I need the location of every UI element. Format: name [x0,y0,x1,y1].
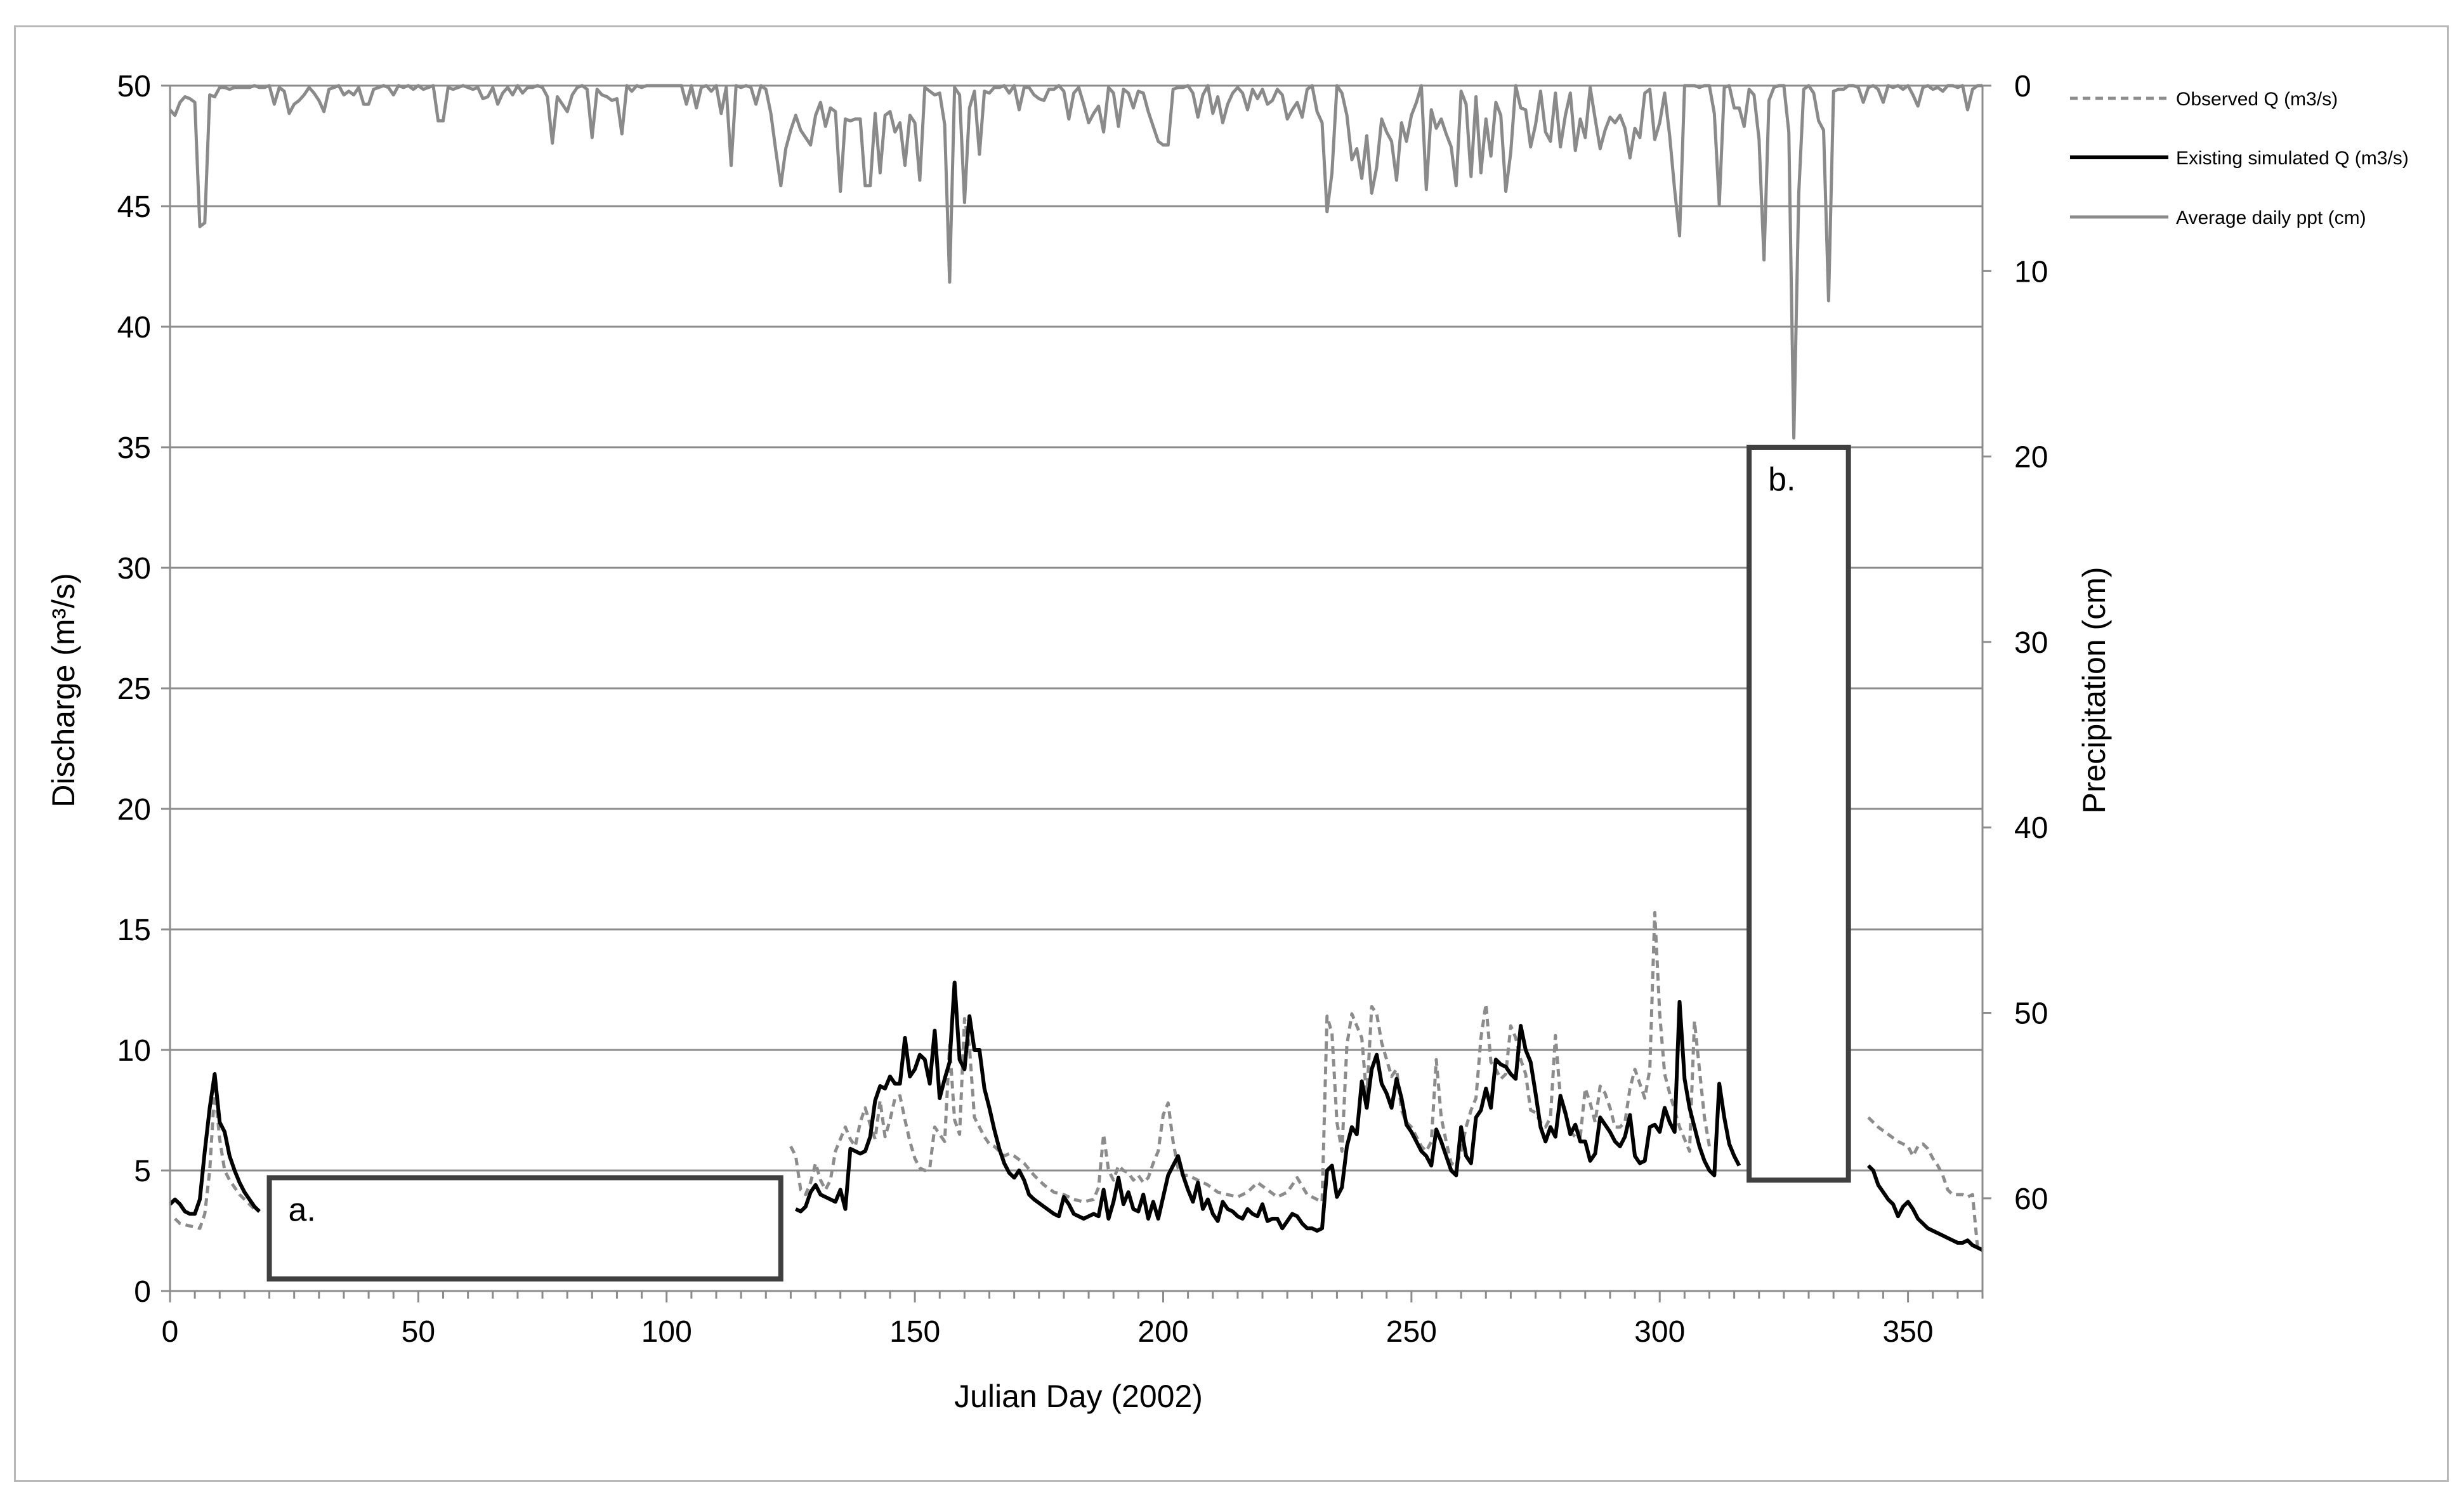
simulated-q-line [794,980,1741,1233]
x-axis-title: Julian Day (2002) [954,1379,1203,1414]
y-tick-label: 50 [117,70,151,103]
simulated-q-line [1866,1164,1984,1252]
simulated-q-line [168,1072,261,1216]
y-tick-label: 15 [117,914,151,947]
x-tick-label: 0 [162,1315,179,1349]
legend-label: Existing simulated Q (m3/s) [2176,148,2409,169]
y-tick-label: 40 [117,311,151,344]
y-tick-label: 0 [134,1275,151,1309]
legend-layer: Observed Q (m3/s) Existing simulated Q (m… [2070,89,2409,228]
grid-layer [170,84,1982,1292]
precipitation-line [169,84,1982,440]
x-tick-label: 300 [1634,1315,1685,1349]
annotation-label: a. [289,1191,316,1228]
x-tick-label: 100 [641,1315,692,1349]
y-tick-label: 35 [117,431,151,465]
axis-layer: 0 5 10 15 20 25 30 35 40 45 50 0 10 20 30 40 50 60 0 50 100 1… [117,70,2048,1349]
y-tick-label: 20 [117,793,151,827]
y2-tick-label: 20 [2014,441,2048,475]
series-layer [168,84,1984,1252]
y2-tick-label: 50 [2014,997,2048,1031]
y-axis-title: Discharge (m³/s) [46,573,81,807]
y-tick-label: 5 [134,1155,151,1188]
legend-label: Average daily ppt (cm) [2176,207,2366,228]
y2-tick-label: 0 [2014,70,2031,103]
annotation-label: b. [1768,461,1795,498]
y-tick-label: 45 [117,190,151,224]
x-tick-label: 250 [1386,1315,1437,1349]
x-tick-label: 200 [1137,1315,1188,1349]
y2-tick-label: 40 [2014,811,2048,845]
annotation-box [1746,445,1851,1183]
annotation-box [266,1175,783,1282]
observed-q-line [1867,1116,1979,1248]
y2-tick-label: 10 [2014,255,2048,289]
observed-q-line [174,1087,260,1230]
y-tick-label: 30 [117,552,151,586]
y2-tick-label: 30 [2014,626,2048,660]
y2-tick-label: 60 [2014,1183,2048,1216]
annotation-layer: a. b. [266,445,1851,1282]
x-tick-label: 50 [402,1315,435,1349]
y-tick-label: 25 [117,672,151,706]
y2-axis-title: Precipitation (cm) [2076,567,2112,814]
observed-q-line [789,910,1711,1203]
chart-frame [14,25,2449,1482]
x-tick-label: 350 [1883,1315,1934,1349]
x-tick-label: 150 [889,1315,940,1349]
y-tick-label: 10 [117,1034,151,1068]
legend-label: Observed Q (m3/s) [2176,89,2338,110]
